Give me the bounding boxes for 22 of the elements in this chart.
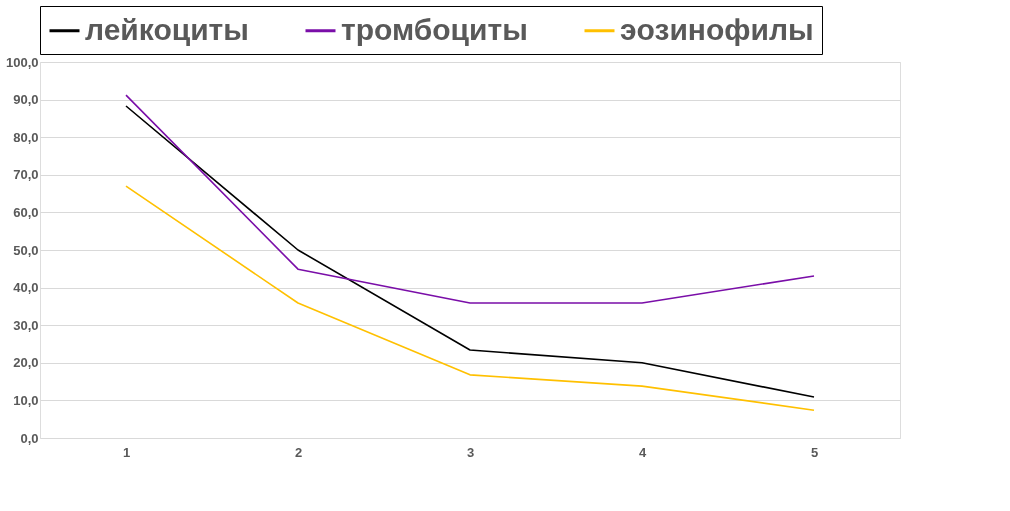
line-series <box>125 105 815 398</box>
line-series <box>125 185 815 411</box>
legend-label: тромбоциты <box>341 12 528 46</box>
y-tick-label: 90,0 <box>13 92 39 108</box>
x-tick-label: 5 <box>810 444 819 460</box>
y-tick-label: 70,0 <box>13 167 39 183</box>
y-tick-label: 100,0 <box>5 54 39 70</box>
y-tick-label: 50,0 <box>13 242 39 258</box>
x-tick-label: 3 <box>466 444 475 460</box>
y-tick-label: 0,0 <box>20 430 39 446</box>
x-tick-label: 2 <box>294 444 303 460</box>
y-tick-label: 80,0 <box>13 129 39 145</box>
line-series <box>125 94 815 304</box>
y-tick-label: 40,0 <box>13 280 39 296</box>
legend-label: эозинофилы <box>620 12 814 46</box>
y-tick-label: 20,0 <box>13 355 39 371</box>
y-tick-label: 30,0 <box>13 317 39 333</box>
legend-label: лейкоциты <box>85 12 249 46</box>
x-tick-label: 1 <box>122 444 131 460</box>
y-tick-label: 60,0 <box>13 204 39 220</box>
y-tick-label: 10,0 <box>13 392 39 408</box>
x-tick-label: 4 <box>638 444 647 460</box>
